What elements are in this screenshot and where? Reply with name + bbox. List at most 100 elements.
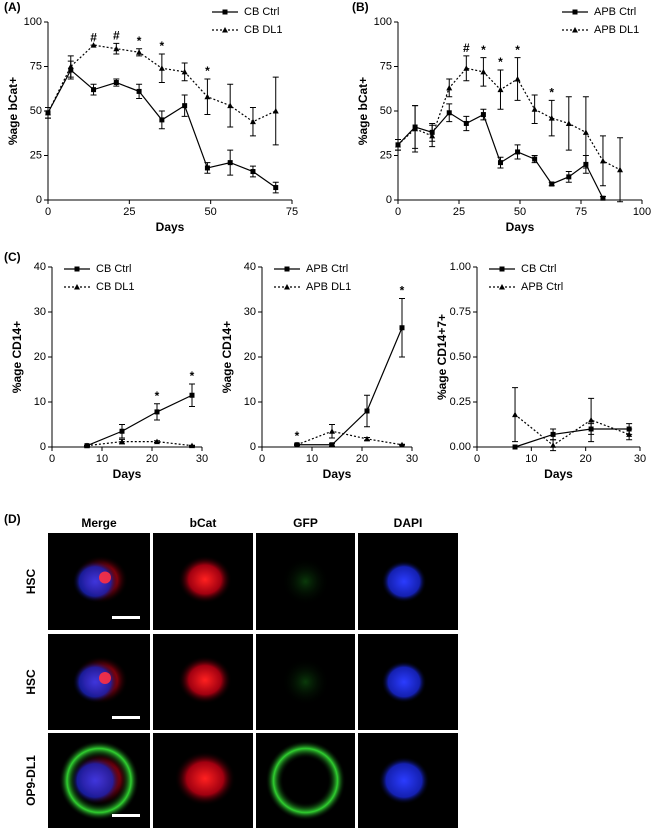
x-tick-label: 75 (286, 206, 298, 218)
column-header: GFP (293, 516, 318, 530)
nucleus (381, 560, 427, 603)
legend-marker (572, 9, 578, 15)
x-tick-label: 10 (306, 453, 318, 465)
marker (480, 68, 487, 75)
marker (588, 417, 595, 423)
y-tick-label: 30 (34, 306, 46, 318)
marker (399, 441, 405, 448)
marker (158, 65, 165, 71)
marker (91, 87, 97, 93)
marker (189, 442, 195, 449)
marker (399, 325, 405, 331)
y-axis-label: %age bCat+ (6, 77, 20, 145)
gfp-ring (265, 740, 346, 821)
annotation: * (400, 284, 405, 298)
marker (136, 49, 143, 55)
nucleus (72, 661, 118, 703)
marker (480, 112, 486, 118)
y-tick-label: 40 (244, 261, 256, 273)
y-axis-label: %age CD14+7+ (435, 314, 449, 400)
marker (329, 428, 335, 434)
marker (512, 444, 518, 450)
marker (250, 169, 256, 175)
marker (514, 75, 521, 82)
series-line (86, 441, 193, 447)
row-label: HSC (24, 669, 38, 695)
annotation: * (295, 429, 300, 443)
y-tick-label: 20 (34, 351, 46, 363)
annotation: # (90, 30, 97, 44)
x-tick-label: 100 (633, 206, 651, 218)
marker (565, 120, 572, 126)
marker (617, 166, 624, 173)
marker (45, 109, 51, 116)
legend-marker (572, 27, 578, 33)
marker (329, 442, 335, 448)
x-tick-label: 10 (96, 453, 108, 465)
marker (189, 392, 195, 398)
legend-marker (222, 27, 228, 33)
marker (113, 80, 119, 86)
x-tick-label: 75 (575, 206, 587, 218)
y-tick-label: 0 (36, 194, 42, 206)
annotation: * (481, 43, 486, 57)
y-tick-label: 10 (244, 396, 256, 408)
marker (532, 156, 538, 162)
x-tick-label: 50 (205, 206, 217, 218)
marker (90, 42, 97, 48)
y-tick-label: 0 (250, 441, 256, 453)
nucleus (381, 661, 427, 703)
x-axis-label: Days (544, 467, 573, 481)
legend-label: APB Ctrl (594, 6, 636, 18)
legend-marker (284, 266, 290, 272)
marker (136, 88, 142, 94)
marker (159, 117, 165, 123)
x-tick-label: 50 (514, 206, 526, 218)
marker (531, 106, 538, 112)
y-axis-label: %age CD14+ (10, 321, 24, 393)
marker (154, 409, 160, 415)
x-tick-label: 0 (395, 206, 401, 218)
scale-bar (112, 616, 140, 619)
marker (154, 438, 160, 445)
x-tick-label: 30 (634, 453, 646, 465)
y-tick-label: 1.00 (450, 261, 471, 273)
y-tick-label: 50 (30, 105, 42, 117)
bcat-signal (178, 555, 232, 604)
y-tick-label: 100 (24, 16, 42, 28)
x-axis-label: Days (156, 220, 185, 234)
marker (84, 442, 90, 449)
column-header: bCat (190, 516, 217, 530)
y-tick-label: 25 (380, 149, 392, 161)
marker (446, 84, 453, 91)
scale-bar (112, 814, 140, 817)
marker (227, 102, 234, 109)
marker (204, 165, 210, 171)
y-tick-label: 0 (386, 194, 392, 206)
annotation: * (190, 369, 195, 383)
marker (515, 149, 521, 155)
x-tick-label: 0 (259, 453, 265, 465)
legend-label: CB Ctrl (244, 6, 279, 18)
annotation: * (137, 34, 142, 48)
series-line (514, 428, 630, 448)
legend-label: APB DL1 (306, 281, 351, 293)
marker (429, 132, 436, 139)
nucleus (72, 560, 118, 603)
column-header: DAPI (394, 516, 423, 530)
annotation: * (515, 43, 520, 57)
legend-label: CB Ctrl (96, 263, 131, 275)
marker (364, 408, 370, 414)
x-tick-label: 20 (356, 453, 368, 465)
row-label: OP9-DL1 (24, 755, 38, 806)
marker (463, 120, 469, 126)
annotation: * (205, 64, 210, 78)
marker (364, 435, 370, 442)
marker (497, 86, 504, 93)
marker (113, 45, 120, 52)
marker (119, 438, 125, 445)
legend-marker (499, 284, 505, 290)
y-tick-label: 75 (30, 60, 42, 72)
x-tick-label: 30 (196, 453, 208, 465)
marker (294, 441, 300, 448)
